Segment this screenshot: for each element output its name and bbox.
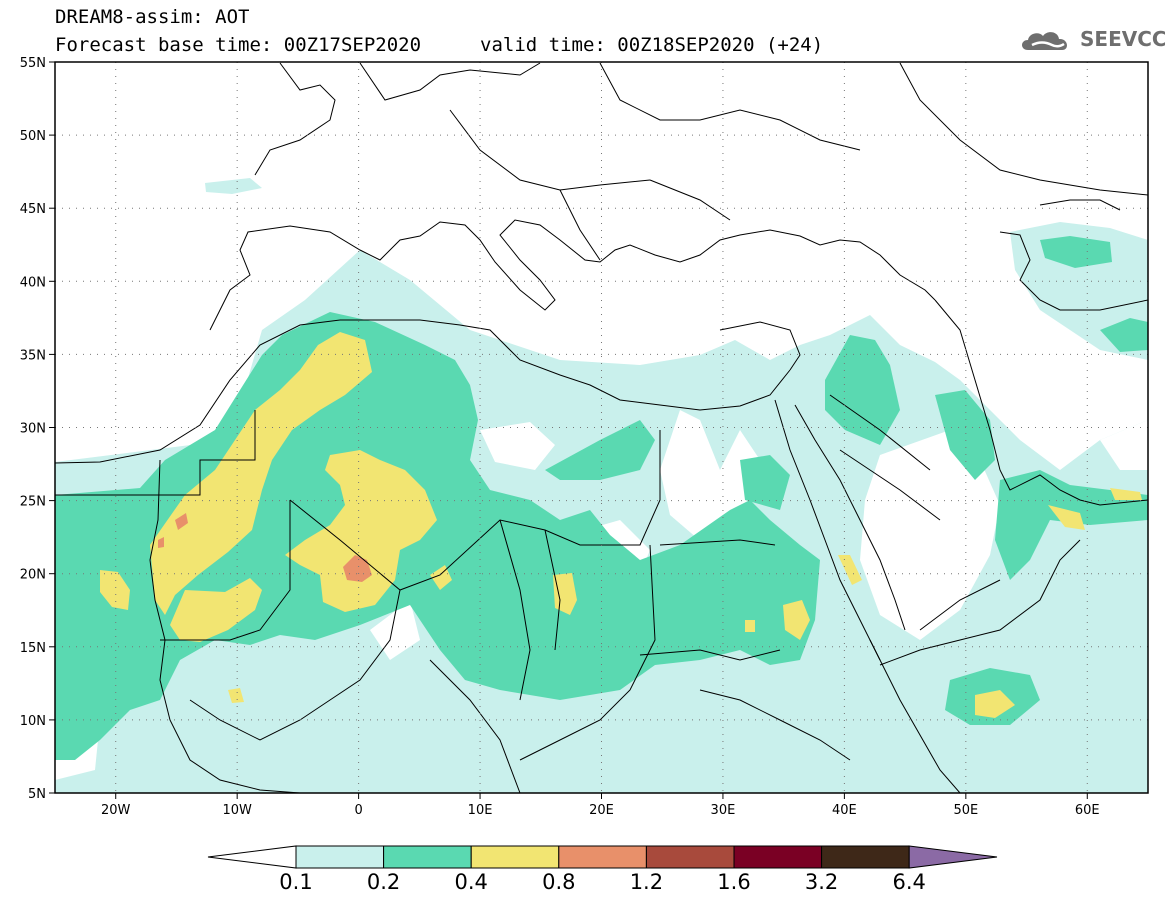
colorbar-segment xyxy=(470,845,560,869)
colorbar-segment xyxy=(733,845,823,869)
colorbar-label: 0.1 xyxy=(279,870,312,894)
forecast-times: Forecast base time: 00Z17SEP2020 valid ti… xyxy=(55,34,823,56)
lat-label: 50N xyxy=(20,129,46,144)
colorbar-label: 1.6 xyxy=(717,870,750,894)
lon-label: 40E xyxy=(832,803,857,818)
colorbar-label: 0.4 xyxy=(454,870,487,894)
seevccc-logo: SEEVCCC xyxy=(1018,26,1165,56)
lat-label: 55N xyxy=(20,56,46,71)
colorbar-min-arrow xyxy=(207,845,297,869)
colorbar-segment xyxy=(821,845,910,869)
colorbar-segment xyxy=(295,845,385,869)
aot-band-0-4 xyxy=(100,332,1142,718)
colorbar-segment xyxy=(383,845,472,869)
lat-label: 45N xyxy=(20,202,46,217)
lon-label: 10W xyxy=(222,803,252,818)
base-time: Forecast base time: 00Z17SEP2020 xyxy=(55,34,422,56)
colorbar-segment xyxy=(558,845,647,869)
graticule xyxy=(55,62,1148,793)
lat-label: 25N xyxy=(20,495,46,510)
lon-label: 50E xyxy=(953,803,978,818)
lon-label: 10E xyxy=(468,803,493,818)
lat-label: 20N xyxy=(20,568,46,583)
lat-label: 30N xyxy=(20,422,46,437)
valid-time: valid time: 00Z18SEP2020 (+24) xyxy=(480,34,824,56)
lon-label: 0 xyxy=(354,803,362,818)
lat-label: 10N xyxy=(20,714,46,729)
colorbar-segment xyxy=(645,845,735,869)
logo-text: SEEVCCC xyxy=(1080,27,1165,51)
colorbar-label: 1.2 xyxy=(630,870,663,894)
lon-label: 60E xyxy=(1075,803,1100,818)
map-title: DREAM8-assim: AOT xyxy=(55,6,250,28)
colorbar-label: 6.4 xyxy=(892,870,925,894)
longitude-labels: 20W 10W 0 10E 20E 30E 40E 50E 60E xyxy=(101,793,1100,818)
lat-label: 40N xyxy=(20,275,46,290)
colorbar-label: 0.2 xyxy=(367,870,400,894)
latitude-labels: 55N 50N 45N 40N 35N 30N 25N 20N 15N 10N 5N xyxy=(20,56,55,802)
lat-label: 15N xyxy=(20,641,46,656)
colorbar: 0.1 0.2 0.4 0.8 1.2 1.6 3.2 6.4 xyxy=(207,845,998,894)
lat-label: 35N xyxy=(20,348,46,363)
aot-band-0-8 xyxy=(158,513,372,582)
lon-label: 30E xyxy=(711,803,736,818)
lat-label: 5N xyxy=(28,787,46,802)
colorbar-label: 0.8 xyxy=(542,870,575,894)
colorbar-label: 3.2 xyxy=(805,870,838,894)
aot-fields xyxy=(55,178,1148,793)
lon-label: 20E xyxy=(589,803,614,818)
colorbar-max-arrow xyxy=(908,845,998,869)
cloud-icon xyxy=(1022,32,1068,50)
lon-label: 20W xyxy=(101,803,131,818)
coastlines-borders xyxy=(55,62,1148,793)
